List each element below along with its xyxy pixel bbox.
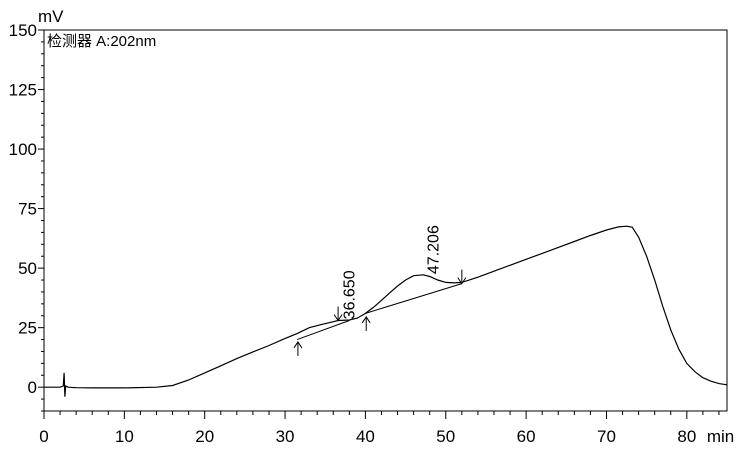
- peak-start-marker: [362, 317, 370, 331]
- x-tick-label: 80: [677, 427, 696, 446]
- y-axis-unit: mV: [38, 7, 64, 26]
- y-tick-label: 25: [18, 319, 37, 338]
- y-tick-label: 150: [9, 21, 37, 40]
- x-axis-unit: min: [707, 427, 734, 446]
- x-tick-label: 60: [517, 427, 536, 446]
- integration-baselines: [297, 284, 462, 340]
- y-tick-label: 100: [9, 140, 37, 159]
- x-tick-label: 50: [436, 427, 455, 446]
- y-tick-label: 125: [9, 81, 37, 100]
- peak-markers: [294, 270, 466, 356]
- peak-retention-label: 47.206: [426, 225, 443, 274]
- detector-label: 检测器 A:202nm: [47, 33, 156, 50]
- axes: [38, 30, 727, 419]
- integration-baseline: [365, 284, 461, 314]
- y-tick-label: 0: [28, 378, 37, 397]
- signal-trace-group: [44, 226, 727, 397]
- x-tick-label: 70: [597, 427, 616, 446]
- peak-start-marker: [294, 342, 302, 356]
- x-tick-label: 10: [115, 427, 134, 446]
- signal-trace: [44, 226, 727, 397]
- plot-frame: [44, 30, 727, 411]
- y-tick-label: 75: [18, 200, 37, 219]
- x-tick-label: 0: [39, 427, 48, 446]
- x-tick-label: 30: [276, 427, 295, 446]
- y-tick-label: 50: [18, 259, 37, 278]
- x-tick-label: 40: [356, 427, 375, 446]
- x-tick-label: 20: [195, 427, 214, 446]
- peak-retention-label: 36.650: [341, 270, 358, 319]
